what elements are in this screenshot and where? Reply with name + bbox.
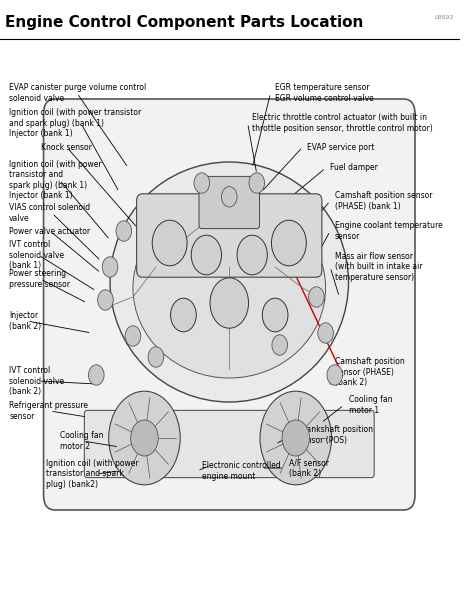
FancyBboxPatch shape [44, 99, 415, 510]
Circle shape [152, 220, 187, 266]
Text: Electric throttle control actuator (with built in
throttle position sensor, thro: Electric throttle control actuator (with… [252, 113, 433, 133]
FancyBboxPatch shape [137, 194, 322, 277]
Circle shape [116, 221, 132, 241]
Circle shape [272, 335, 288, 355]
Text: Refrigerant pressure
sensor: Refrigerant pressure sensor [9, 401, 88, 421]
Circle shape [260, 391, 331, 485]
Circle shape [249, 173, 264, 193]
Text: Camshaft position
sensor (PHASE)
(bank 2): Camshaft position sensor (PHASE) (bank 2… [335, 357, 404, 387]
Text: Ignition coil (with power transistor
and spark plug) (bank 1)
Injector (bank 1): Ignition coil (with power transistor and… [9, 108, 141, 138]
Text: EVAP service port: EVAP service port [307, 142, 374, 151]
Text: Electronic controlled
engine mount: Electronic controlled engine mount [202, 461, 281, 481]
Circle shape [191, 235, 221, 275]
Circle shape [221, 187, 237, 207]
Text: Mass air flow sensor
(with built in intake air
temperature sensor): Mass air flow sensor (with built in inta… [335, 252, 422, 282]
Text: Ignition coil (with power
transistor and spark
plug) (bank2): Ignition coil (with power transistor and… [46, 459, 138, 489]
Text: Power valve actuator: Power valve actuator [9, 226, 90, 235]
Circle shape [309, 287, 324, 307]
Text: Engine Control Component Parts Location: Engine Control Component Parts Location [5, 15, 363, 30]
Circle shape [327, 365, 343, 385]
FancyBboxPatch shape [199, 176, 260, 229]
Circle shape [262, 298, 288, 332]
Text: Ignition coil (with power
transistor and
spark plug) (bank 1)
Injector (bank 1): Ignition coil (with power transistor and… [9, 160, 102, 200]
FancyBboxPatch shape [84, 410, 374, 478]
Text: EGR temperature sensor
EGR volume control valve: EGR temperature sensor EGR volume contro… [275, 83, 374, 103]
Text: Knock sensor: Knock sensor [41, 142, 92, 151]
Text: Engine coolant temperature
sensor: Engine coolant temperature sensor [335, 221, 443, 241]
Text: LBS92: LBS92 [435, 15, 454, 20]
Circle shape [109, 391, 180, 485]
Text: A/F sensor
(bank 2): A/F sensor (bank 2) [289, 458, 329, 478]
Text: VIAS control solenoid
valve: VIAS control solenoid valve [9, 203, 90, 223]
Circle shape [125, 326, 141, 346]
Circle shape [102, 257, 118, 277]
Ellipse shape [110, 162, 348, 402]
Circle shape [98, 290, 113, 310]
Text: Fuel damper: Fuel damper [330, 163, 378, 173]
Circle shape [282, 420, 310, 456]
Text: IVT control
solenoid valve
(bank 2): IVT control solenoid valve (bank 2) [9, 366, 64, 396]
Text: Injector
(bank 2): Injector (bank 2) [9, 311, 41, 331]
Circle shape [210, 278, 248, 328]
Text: EVAP canister purge volume control
solenoid valve: EVAP canister purge volume control solen… [9, 83, 146, 103]
Text: Crankshaft position
sensor (POS): Crankshaft position sensor (POS) [298, 425, 373, 445]
Circle shape [148, 347, 164, 367]
Circle shape [194, 173, 210, 193]
Text: Camshaft position sensor
(PHASE) (bank 1): Camshaft position sensor (PHASE) (bank 1… [335, 191, 432, 211]
Circle shape [171, 298, 196, 332]
Circle shape [237, 235, 267, 275]
Text: Cooling fan
motor 2: Cooling fan motor 2 [60, 431, 103, 451]
Text: Power steering
pressure sensor: Power steering pressure sensor [9, 269, 70, 289]
Circle shape [318, 323, 333, 343]
Ellipse shape [133, 198, 326, 378]
Circle shape [272, 220, 306, 266]
Circle shape [131, 420, 158, 456]
Circle shape [89, 365, 104, 385]
Text: IVT control
solenoid valve
(bank 1): IVT control solenoid valve (bank 1) [9, 240, 64, 270]
Text: Cooling fan
motor 1: Cooling fan motor 1 [348, 395, 392, 415]
